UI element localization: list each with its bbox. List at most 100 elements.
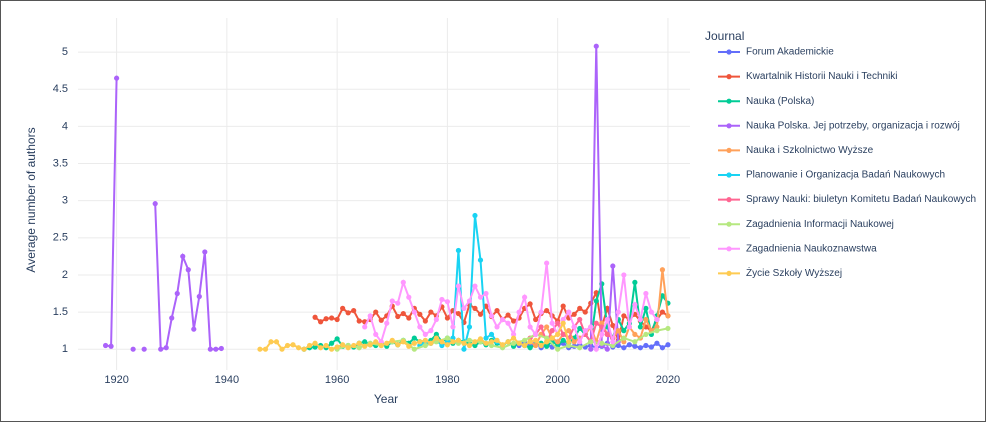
point bbox=[340, 305, 346, 311]
point bbox=[323, 342, 329, 349]
point bbox=[544, 339, 550, 345]
point bbox=[439, 296, 445, 303]
point bbox=[439, 342, 445, 349]
point bbox=[549, 328, 555, 334]
point bbox=[207, 346, 213, 352]
y-tick-label: 5 bbox=[62, 46, 68, 58]
point bbox=[373, 331, 379, 337]
point bbox=[659, 309, 666, 315]
point bbox=[643, 331, 649, 337]
x-tick-label: 2000 bbox=[545, 374, 569, 386]
point bbox=[599, 331, 605, 337]
point bbox=[643, 342, 649, 349]
point bbox=[417, 339, 423, 345]
point bbox=[422, 342, 428, 349]
y-tick-label: 2.5 bbox=[53, 232, 68, 244]
point bbox=[411, 346, 417, 352]
point bbox=[648, 309, 655, 315]
point bbox=[648, 344, 655, 350]
point bbox=[202, 249, 208, 255]
y-tick-label: 2 bbox=[62, 269, 68, 281]
point bbox=[582, 328, 588, 334]
point bbox=[599, 320, 605, 326]
point bbox=[461, 346, 467, 352]
legend-label: Planowanie i Organizacja Badań Naukowych bbox=[746, 170, 945, 181]
point bbox=[400, 279, 406, 285]
point bbox=[643, 290, 649, 297]
point bbox=[533, 316, 539, 323]
point bbox=[389, 298, 395, 304]
point bbox=[444, 342, 451, 348]
point bbox=[472, 212, 478, 219]
point bbox=[593, 346, 599, 352]
point bbox=[566, 309, 572, 315]
point bbox=[384, 320, 390, 326]
point bbox=[466, 324, 473, 330]
point bbox=[604, 316, 610, 323]
point bbox=[544, 335, 550, 341]
point bbox=[345, 345, 351, 351]
point bbox=[544, 343, 550, 349]
point bbox=[665, 325, 671, 332]
point bbox=[400, 310, 406, 317]
point bbox=[538, 309, 544, 315]
point bbox=[191, 326, 197, 332]
point bbox=[444, 335, 451, 341]
legend-label: Nauka Polska. Jej potrzeby, organizacja … bbox=[746, 120, 960, 131]
x-tick-label: 1920 bbox=[104, 374, 128, 386]
point bbox=[351, 307, 357, 314]
point bbox=[566, 339, 572, 345]
point bbox=[312, 344, 318, 350]
point bbox=[411, 335, 417, 341]
point bbox=[637, 345, 643, 351]
point bbox=[632, 343, 638, 349]
point bbox=[621, 339, 627, 345]
point bbox=[488, 342, 495, 349]
point bbox=[428, 340, 434, 346]
legend-marker bbox=[726, 74, 732, 80]
point bbox=[516, 340, 522, 346]
point bbox=[472, 339, 478, 345]
point bbox=[433, 335, 439, 341]
point bbox=[582, 309, 588, 315]
point bbox=[213, 346, 219, 352]
point bbox=[218, 345, 224, 352]
point bbox=[488, 331, 495, 337]
point bbox=[433, 316, 439, 323]
legend-marker bbox=[726, 123, 732, 129]
point bbox=[279, 346, 285, 352]
point bbox=[555, 331, 561, 337]
point bbox=[317, 345, 324, 351]
legend-label: Sprawy Nauki: biuletyn Komitetu Badań Na… bbox=[746, 194, 976, 205]
point bbox=[362, 343, 368, 349]
x-tick-label: 1960 bbox=[325, 374, 349, 386]
y-tick-label: 4.5 bbox=[53, 83, 68, 95]
x-axis-title: Year bbox=[374, 392, 398, 406]
point bbox=[301, 346, 307, 352]
point bbox=[196, 293, 202, 300]
legend: Forum Akademickie Kwartalnik Historii Nau… bbox=[718, 47, 976, 279]
point bbox=[615, 309, 621, 315]
point bbox=[555, 339, 561, 345]
point bbox=[571, 324, 577, 330]
point bbox=[665, 342, 671, 348]
legend-marker bbox=[726, 98, 732, 104]
point bbox=[560, 316, 566, 323]
point bbox=[659, 267, 666, 273]
point bbox=[510, 331, 517, 337]
point bbox=[461, 305, 467, 311]
point bbox=[268, 339, 274, 345]
point bbox=[604, 346, 610, 352]
point bbox=[472, 342, 478, 349]
legend-label: Nauka i Szkolnictwo Wyższe bbox=[746, 145, 874, 156]
point bbox=[450, 324, 456, 330]
point bbox=[621, 328, 627, 334]
point bbox=[560, 303, 566, 309]
point bbox=[555, 320, 561, 326]
point bbox=[334, 344, 340, 350]
point bbox=[373, 309, 379, 315]
point bbox=[527, 301, 533, 307]
point bbox=[163, 345, 169, 351]
point bbox=[295, 345, 302, 351]
point bbox=[439, 339, 445, 345]
